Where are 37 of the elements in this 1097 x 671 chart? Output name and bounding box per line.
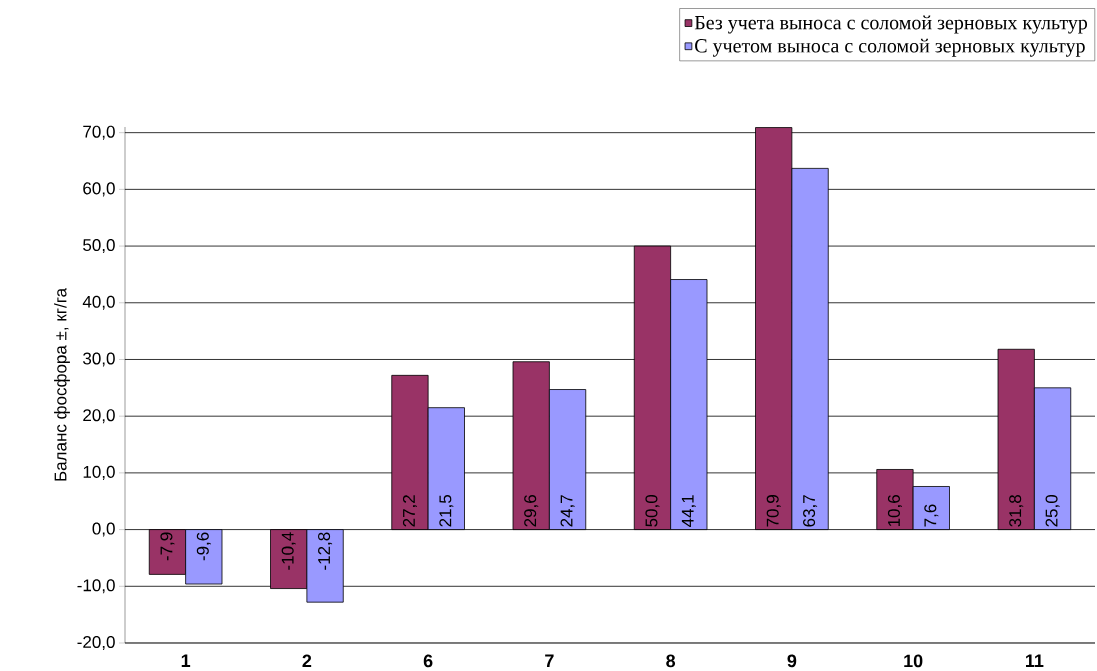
data-label: 31,8 (1009, 495, 1024, 527)
data-label: -12,8 (318, 532, 333, 570)
x-tick-label: 10 (904, 654, 923, 668)
y-tick-label: 40,0 (82, 295, 115, 310)
data-label: 25,0 (1045, 495, 1060, 527)
legend-label: Без учета выноса с соломой зерновых культур (694, 15, 1088, 34)
x-tick-label: 1 (181, 654, 191, 668)
data-label: 50,0 (645, 495, 660, 527)
y-tick-label: 70,0 (83, 125, 115, 140)
data-label: 10,6 (887, 495, 902, 527)
data-label: 7,6 (924, 504, 939, 527)
x-tick-label: 6 (423, 654, 433, 668)
x-tick-label: 9 (787, 654, 797, 668)
data-label: 44,1 (681, 495, 696, 528)
x-tick-label: 2 (302, 654, 312, 668)
data-label: 70,9 (766, 495, 781, 527)
y-tick-label: 10,0 (83, 466, 115, 481)
data-label: 29,6 (524, 495, 539, 527)
data-label: -7,9 (160, 532, 175, 561)
data-label: 27,2 (402, 495, 417, 527)
y-tick-label: 60,0 (83, 182, 115, 197)
y-tick-label: -10,0 (77, 579, 115, 594)
x-tick-label: 11 (1026, 654, 1044, 668)
y-tick-label: 50,0 (83, 239, 115, 254)
y-axis-title: Баланс фосфора ±, кг/га (54, 288, 70, 481)
data-label: 21,5 (439, 495, 454, 527)
y-tick-label: 20,0 (83, 409, 115, 424)
x-tick-label: 8 (666, 654, 676, 668)
y-tick-label: 0,0 (92, 522, 115, 537)
data-label: -9,6 (196, 532, 211, 561)
y-tick-label: 30,0 (83, 352, 115, 367)
x-tick-label: 7 (545, 654, 554, 668)
y-tick-label: -20,0 (77, 636, 115, 651)
legend-label: С учетом выноса с соломой зерновых культур (695, 38, 1085, 57)
data-label: 24,7 (560, 495, 575, 527)
data-label: 63,7 (803, 495, 818, 527)
data-label: -10,4 (281, 532, 296, 570)
